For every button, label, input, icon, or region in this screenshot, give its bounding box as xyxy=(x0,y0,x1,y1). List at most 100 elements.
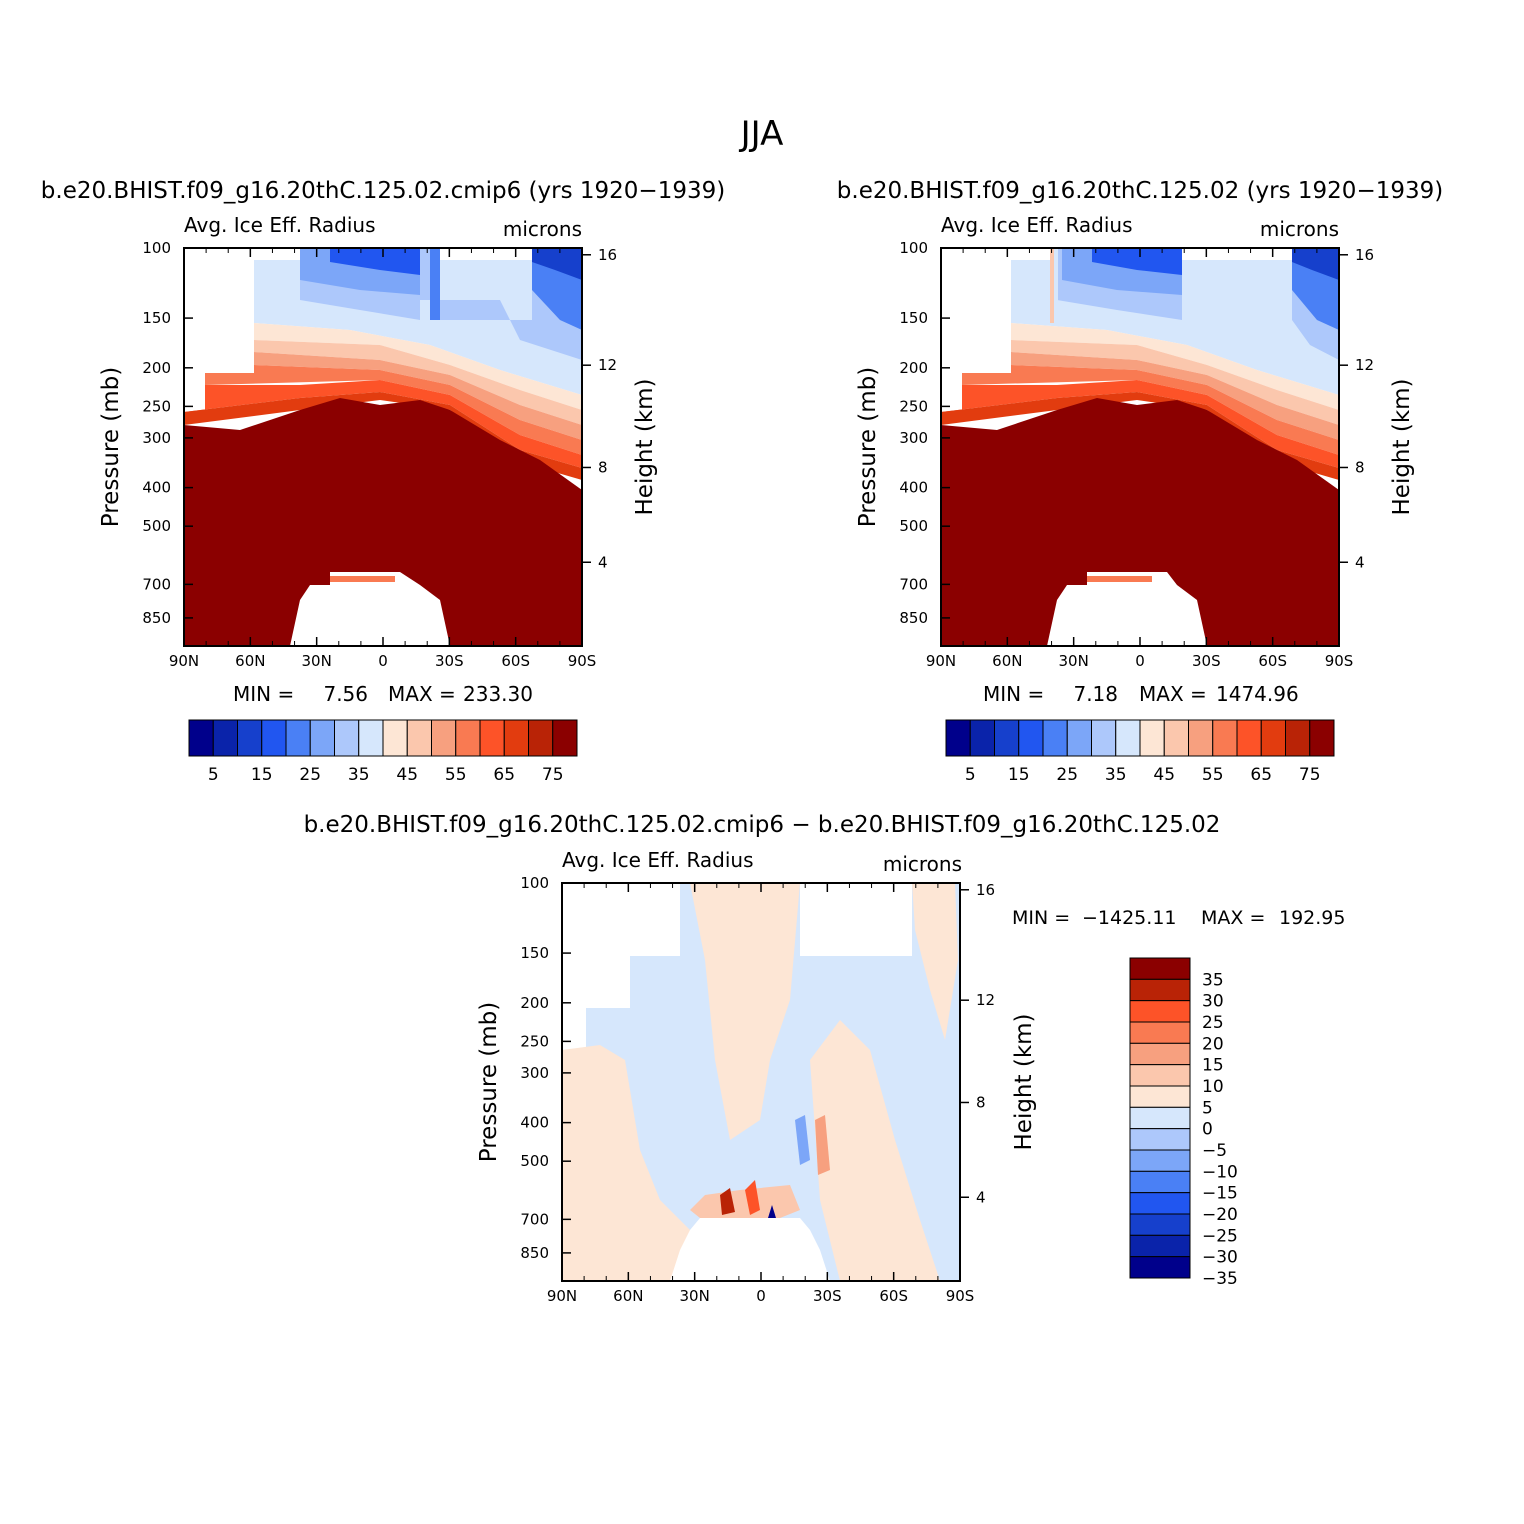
y-tick-label: 200 xyxy=(142,359,171,377)
panel-c-max-value: 192.95 xyxy=(1279,907,1345,929)
panel-a-max-label: MAX = xyxy=(388,682,456,706)
panel-a-warm-1 xyxy=(254,323,582,410)
panel-a-blue-strip xyxy=(430,248,440,320)
colorbar-label: 0 xyxy=(1202,1120,1213,1140)
panel-c-neg-patch xyxy=(795,1115,810,1165)
y-tick-label: 150 xyxy=(520,944,549,962)
colorbar-label: 15 xyxy=(251,765,273,785)
colorbar-swatch xyxy=(1129,1085,1191,1108)
x-tick-label: 60N xyxy=(992,652,1022,670)
panel-a-warm-3 xyxy=(254,352,582,440)
panel-c-streak-dark xyxy=(720,1188,735,1215)
colorbar-swatch xyxy=(1115,719,1141,757)
y-tick-label: 250 xyxy=(142,397,171,415)
panel-c-neg-dot xyxy=(768,1205,776,1218)
colorbar-swatch xyxy=(1129,1128,1191,1151)
colorbar-label: 65 xyxy=(493,765,515,785)
x-tick-label: 30S xyxy=(813,1287,842,1305)
colorbar-label: 55 xyxy=(1202,765,1224,785)
colorbar-swatch xyxy=(237,719,263,757)
panel-c-min-label: MIN = xyxy=(1012,907,1070,929)
x-tick-label: 30S xyxy=(435,652,464,670)
y-right-tick-label: 16 xyxy=(1355,246,1374,264)
panel-a-units: microns xyxy=(503,217,582,241)
y-tick-label: 700 xyxy=(142,575,171,593)
colorbar-swatch xyxy=(1129,957,1191,980)
panel-b-max-label: MAX = xyxy=(1139,682,1207,706)
panel-c-variable: Avg. Ice Eff. Radius xyxy=(562,848,754,872)
y-tick-label: 100 xyxy=(142,239,171,257)
colorbar-swatch xyxy=(261,719,287,757)
colorbar-swatch xyxy=(285,719,311,757)
panel-b-warm-2 xyxy=(1011,340,1339,425)
x-tick-label: 60N xyxy=(235,652,265,670)
panel-a-y-left-label: Pressure (mb) xyxy=(98,367,124,527)
colorbar-label: 20 xyxy=(1202,1034,1224,1054)
panel-a-blue-deep xyxy=(330,248,420,275)
colorbar-swatch xyxy=(1129,1256,1191,1279)
y-tick-label: 150 xyxy=(142,309,171,327)
colorbar-swatch xyxy=(1129,1042,1191,1066)
y-tick-label: 700 xyxy=(520,1210,549,1228)
x-tick-label: 90S xyxy=(1325,652,1354,670)
colorbar-swatch xyxy=(358,719,384,757)
colorbar-label: 45 xyxy=(1153,765,1175,785)
y-tick-label: 300 xyxy=(142,429,171,447)
colorbar-label: −15 xyxy=(1202,1184,1238,1204)
colorbar-swatch xyxy=(994,719,1020,757)
colorbar-swatch xyxy=(382,719,408,757)
panel-c-topography xyxy=(670,1218,830,1281)
y-tick-label: 200 xyxy=(899,359,928,377)
colorbar-swatch xyxy=(406,719,432,757)
colorbar-label: 55 xyxy=(445,765,467,785)
panel-c-pos-west xyxy=(562,1045,690,1281)
panel-b: b.e20.BHIST.f09_g16.20thC.125.02 (yrs 19… xyxy=(837,178,1443,785)
panel-b-warm-4 xyxy=(962,365,1339,455)
y-tick-label: 400 xyxy=(899,479,928,497)
panel-a-topography xyxy=(290,572,450,646)
panel-b-colorbar: 5 15 25 35 45 55 65 75 xyxy=(945,719,1335,785)
colorbar-swatch xyxy=(1129,1064,1191,1087)
colorbar-swatch xyxy=(1260,719,1286,757)
panel-c-units: microns xyxy=(883,852,962,876)
colorbar-swatch xyxy=(334,719,360,757)
colorbar-swatch xyxy=(1188,719,1214,757)
x-tick-label: 0 xyxy=(1135,652,1145,670)
y-tick-label: 400 xyxy=(520,1114,549,1132)
colorbar-label: 10 xyxy=(1202,1077,1224,1097)
colorbar-swatch xyxy=(1066,719,1092,757)
y-right-tick-label: 8 xyxy=(1355,458,1365,476)
colorbar-label: −5 xyxy=(1202,1141,1227,1161)
x-tick-label: 90S xyxy=(568,652,597,670)
x-tick-label: 30N xyxy=(1059,652,1089,670)
colorbar-swatch xyxy=(1129,1234,1191,1258)
panel-b-deep-red xyxy=(941,398,1339,646)
panel-b-title: b.e20.BHIST.f09_g16.20thC.125.02 (yrs 19… xyxy=(837,178,1443,204)
colorbar-swatch xyxy=(1091,719,1117,757)
panel-c-pos-south xyxy=(810,1020,940,1281)
panel-c-y-right-label: Height (km) xyxy=(1011,1013,1037,1150)
colorbar-label: −10 xyxy=(1202,1162,1238,1182)
y-tick-label: 250 xyxy=(899,397,928,415)
panel-a-plot xyxy=(184,248,582,646)
panel-c-pos-center xyxy=(690,883,800,1140)
panel-b-surface-warm xyxy=(1087,576,1152,582)
colorbar-label: 75 xyxy=(542,765,564,785)
panel-a-title: b.e20.BHIST.f09_g16.20thC.125.02.cmip6 (… xyxy=(41,178,725,204)
colorbar-label: 25 xyxy=(1202,1013,1224,1033)
y-right-tick-label: 4 xyxy=(976,1188,986,1206)
y-right-tick-label: 8 xyxy=(598,458,608,476)
panel-a-deep-red xyxy=(184,398,582,646)
colorbar-swatch xyxy=(945,719,971,757)
panel-b-warm-1 xyxy=(1011,323,1339,410)
panel-c-plot xyxy=(562,883,960,1281)
x-tick-label: 60S xyxy=(879,1287,908,1305)
y-right-tick-label: 16 xyxy=(976,881,995,899)
colorbar-swatch xyxy=(309,719,335,757)
y-tick-label: 850 xyxy=(142,609,171,627)
x-tick-label: 60S xyxy=(501,652,530,670)
colorbar-swatch xyxy=(1129,1149,1191,1172)
colorbar-swatch xyxy=(1129,1000,1191,1023)
